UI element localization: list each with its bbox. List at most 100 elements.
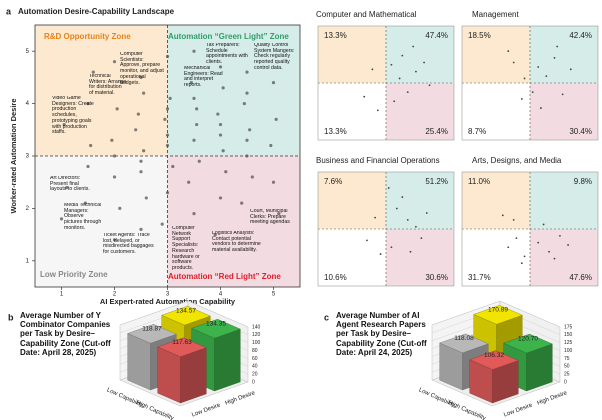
point bbox=[363, 95, 366, 98]
annotation: Mechanical Engineers: Read and interpret… bbox=[184, 66, 223, 89]
point bbox=[139, 75, 143, 79]
panel-label: c bbox=[324, 312, 329, 322]
z-tick-label: 60 bbox=[252, 356, 258, 362]
x-tick-label: 2 bbox=[113, 292, 117, 298]
percent-label: 18.5% bbox=[468, 31, 491, 40]
point bbox=[409, 250, 412, 253]
zone-label: R&D Opportunity Zone bbox=[44, 32, 131, 41]
panel-title-box: Average Number of AI Agent Research Pape… bbox=[336, 311, 427, 357]
point bbox=[507, 50, 510, 52]
annotation: Computer Scientists: Approve, prepare mo… bbox=[120, 52, 164, 86]
bar-top bbox=[439, 333, 489, 354]
quadrant bbox=[386, 172, 454, 229]
annotation-box: Computer Scientists: Approve, prepare mo… bbox=[120, 52, 164, 86]
point bbox=[112, 60, 117, 64]
annotation-box: Video Game Designers: Create production … bbox=[52, 96, 94, 135]
point bbox=[390, 246, 393, 249]
point bbox=[393, 100, 396, 103]
quadrant bbox=[530, 172, 598, 229]
point bbox=[112, 175, 117, 179]
z-tick-label: 75 bbox=[564, 356, 570, 362]
point bbox=[115, 107, 119, 111]
annotation: Technical Writers: Arrange for distribut… bbox=[89, 74, 127, 97]
z-tick-label: 140 bbox=[252, 324, 261, 330]
panel-title: Computer and Mathematical bbox=[316, 10, 417, 19]
point bbox=[559, 234, 561, 237]
annotation-box: Art Directors: Present final layouts to … bbox=[50, 176, 90, 193]
panel-title: Average Number of AI Agent Research Pape… bbox=[336, 311, 427, 357]
bar-side bbox=[180, 347, 207, 404]
point bbox=[542, 223, 545, 226]
point bbox=[569, 68, 572, 71]
z-tick-label: 100 bbox=[564, 348, 573, 354]
y-tick-label: 5 bbox=[26, 49, 30, 55]
point bbox=[242, 102, 246, 106]
annotation-box: Logistics Analysts: Contact potential ve… bbox=[212, 231, 261, 253]
x-axis-label: AI Expert-rated Automation Capability bbox=[100, 297, 236, 306]
point bbox=[537, 66, 540, 68]
panel-title: Average Number of Y Combinator Companies… bbox=[20, 311, 111, 357]
point bbox=[379, 253, 382, 255]
quadrant bbox=[462, 172, 530, 229]
point bbox=[507, 246, 510, 249]
point bbox=[415, 70, 417, 73]
plot-frame bbox=[317, 25, 455, 141]
point bbox=[59, 217, 64, 221]
point bbox=[274, 117, 278, 121]
point bbox=[165, 107, 170, 111]
point bbox=[501, 214, 504, 217]
point bbox=[406, 91, 409, 94]
point bbox=[515, 237, 518, 240]
value-label: 117.63 bbox=[172, 339, 192, 346]
quadrant bbox=[318, 229, 386, 286]
bar-top bbox=[161, 305, 211, 326]
point bbox=[165, 133, 170, 137]
point bbox=[144, 196, 148, 200]
z-tick-label: 0 bbox=[252, 379, 255, 385]
point bbox=[163, 117, 167, 121]
percent-label: 47.4% bbox=[425, 31, 448, 40]
z-tick-label: 125 bbox=[564, 340, 573, 346]
annotation: Art Directors: Present final layouts to … bbox=[50, 176, 90, 193]
point bbox=[556, 45, 559, 48]
bar-top bbox=[191, 319, 241, 339]
point bbox=[539, 107, 542, 109]
point bbox=[415, 225, 417, 228]
point bbox=[65, 185, 69, 190]
point bbox=[139, 227, 143, 231]
annotation: Tax Preparers: Schedule appointments wit… bbox=[206, 43, 248, 66]
zone-label-box: Automation “Red Light” Zone bbox=[168, 272, 281, 281]
point bbox=[218, 196, 223, 200]
point bbox=[192, 212, 196, 216]
quadrant bbox=[462, 26, 530, 83]
quadrant bbox=[462, 229, 530, 286]
z-tick-label: 25 bbox=[564, 371, 570, 377]
x-tick-label: 1 bbox=[60, 292, 64, 298]
zone bbox=[35, 25, 168, 156]
quadrant bbox=[386, 83, 454, 140]
percent-label: 30.6% bbox=[425, 273, 448, 282]
annotation: Computer Network Support Specialists: Re… bbox=[172, 226, 200, 270]
annotation-box: Technical Writers: Arrange for distribut… bbox=[89, 74, 127, 97]
point bbox=[110, 138, 114, 142]
annotation-box: Quality Control System Mangers: Check re… bbox=[254, 43, 294, 71]
point bbox=[374, 216, 377, 219]
y-tick-label: 3 bbox=[26, 154, 30, 160]
percent-label: 47.6% bbox=[569, 273, 592, 282]
annotation-box: Tax Preparers: Schedule appointments wit… bbox=[206, 43, 248, 66]
percent-label: 13.3% bbox=[324, 127, 347, 136]
point bbox=[561, 93, 564, 96]
point bbox=[567, 244, 569, 246]
zone-label-box: Low Priority Zone bbox=[40, 270, 108, 279]
zone-label: Automation “Green Light” Zone bbox=[168, 32, 289, 41]
point bbox=[168, 96, 172, 100]
point bbox=[224, 170, 228, 174]
point bbox=[520, 98, 523, 100]
point bbox=[271, 81, 276, 85]
point bbox=[371, 68, 374, 71]
z-tick-label: 20 bbox=[252, 371, 258, 377]
point bbox=[118, 206, 122, 210]
point bbox=[395, 207, 398, 210]
annotation-box: Mechanical Engineers: Read and interpret… bbox=[184, 66, 223, 89]
